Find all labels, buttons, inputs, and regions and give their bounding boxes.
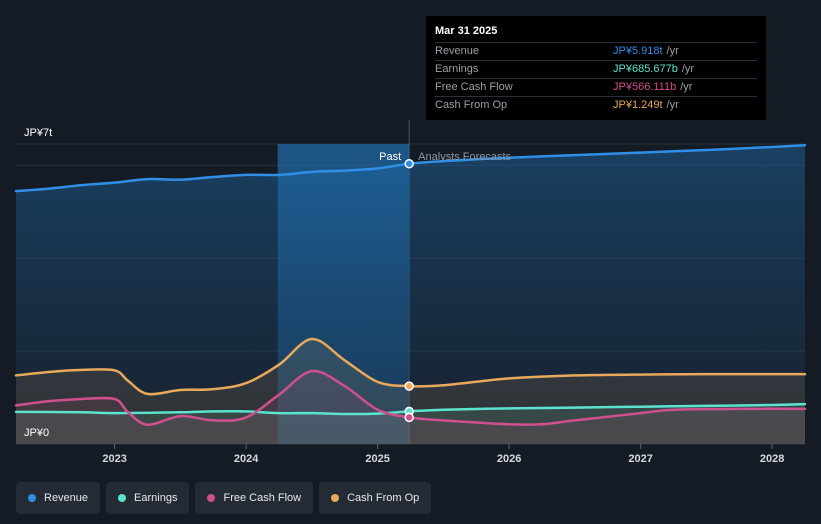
tooltip-value: JP¥5.918t [613, 45, 663, 57]
legend-item-cash-from-op[interactable]: Cash From Op [319, 482, 432, 514]
tooltip-row: Earnings JP¥685.677b/yr [435, 60, 757, 78]
past-highlight [277, 144, 410, 444]
forecast-label: Analysts Forecasts [418, 151, 511, 163]
earnings-area [16, 404, 805, 444]
tooltip-unit: /yr [681, 63, 695, 75]
x-tick-label: 2024 [234, 453, 259, 465]
legend-dot-icon [28, 494, 36, 502]
legend-label: Revenue [44, 492, 89, 504]
tooltip-row: Free Cash Flow JP¥566.111b/yr [435, 78, 757, 96]
tooltip-label: Earnings [435, 63, 479, 75]
legend-dot-icon [207, 494, 216, 502]
x-tick-label: 2026 [497, 453, 521, 465]
y-axis-top-label: JP¥7t [24, 127, 52, 139]
tooltip-value: JP¥685.677b [613, 63, 678, 75]
tooltip-label: Revenue [435, 45, 480, 57]
free-cash-flow-line [14, 369, 807, 426]
tooltip-unit: /yr [666, 99, 679, 111]
tooltip-label: Cash From Op [435, 99, 508, 111]
legend-label: Cash From Op [347, 492, 420, 504]
revenue-area [16, 145, 805, 445]
earnings-line [14, 402, 807, 416]
tooltip-unit: /yr [666, 45, 679, 57]
x-tick-label: 2025 [365, 453, 389, 465]
cash-from-op-line [14, 337, 807, 396]
x-tick-label: 2023 [102, 453, 126, 465]
legend-dot-icon [118, 494, 127, 502]
cash-from-op-marker [404, 381, 414, 391]
tooltip-unit: /yr [680, 81, 693, 93]
legend-label: Free Cash Flow [223, 492, 302, 504]
revenue-line [14, 144, 807, 193]
legend-label: Earnings [134, 492, 178, 504]
x-tick-label: 2028 [760, 453, 784, 465]
tooltip-value: JP¥1.249t [613, 99, 663, 111]
legend-item-earnings[interactable]: Earnings [106, 482, 190, 514]
legend-item-free-cash-flow[interactable]: Free Cash Flow [195, 482, 314, 514]
free-cash-flow-marker [404, 412, 414, 423]
tooltip-value: JP¥566.111b [613, 81, 677, 93]
legend: Revenue Earnings Free Cash Flow Cash From O… [16, 482, 432, 514]
past-label: Past [379, 151, 401, 163]
revenue-marker [404, 158, 414, 169]
legend-item-revenue[interactable]: Revenue [16, 482, 101, 514]
free-cash-flow-area [16, 370, 805, 444]
tooltip-row: Revenue JP¥5.918t/yr [435, 42, 757, 60]
legend-dot-icon [331, 494, 340, 502]
tooltip-date: Mar 31 2025 [435, 25, 498, 37]
tooltip-panel: Mar 31 2025 Revenue JP¥5.918t/yr Earnings J… [426, 16, 766, 120]
y-axis-bottom-label: JP¥0 [24, 427, 49, 439]
tooltip-row: Cash From Op JP¥1.249t/yr [435, 96, 757, 114]
tooltip-label: Free Cash Flow [435, 81, 513, 93]
x-tick-label: 2027 [628, 453, 652, 465]
